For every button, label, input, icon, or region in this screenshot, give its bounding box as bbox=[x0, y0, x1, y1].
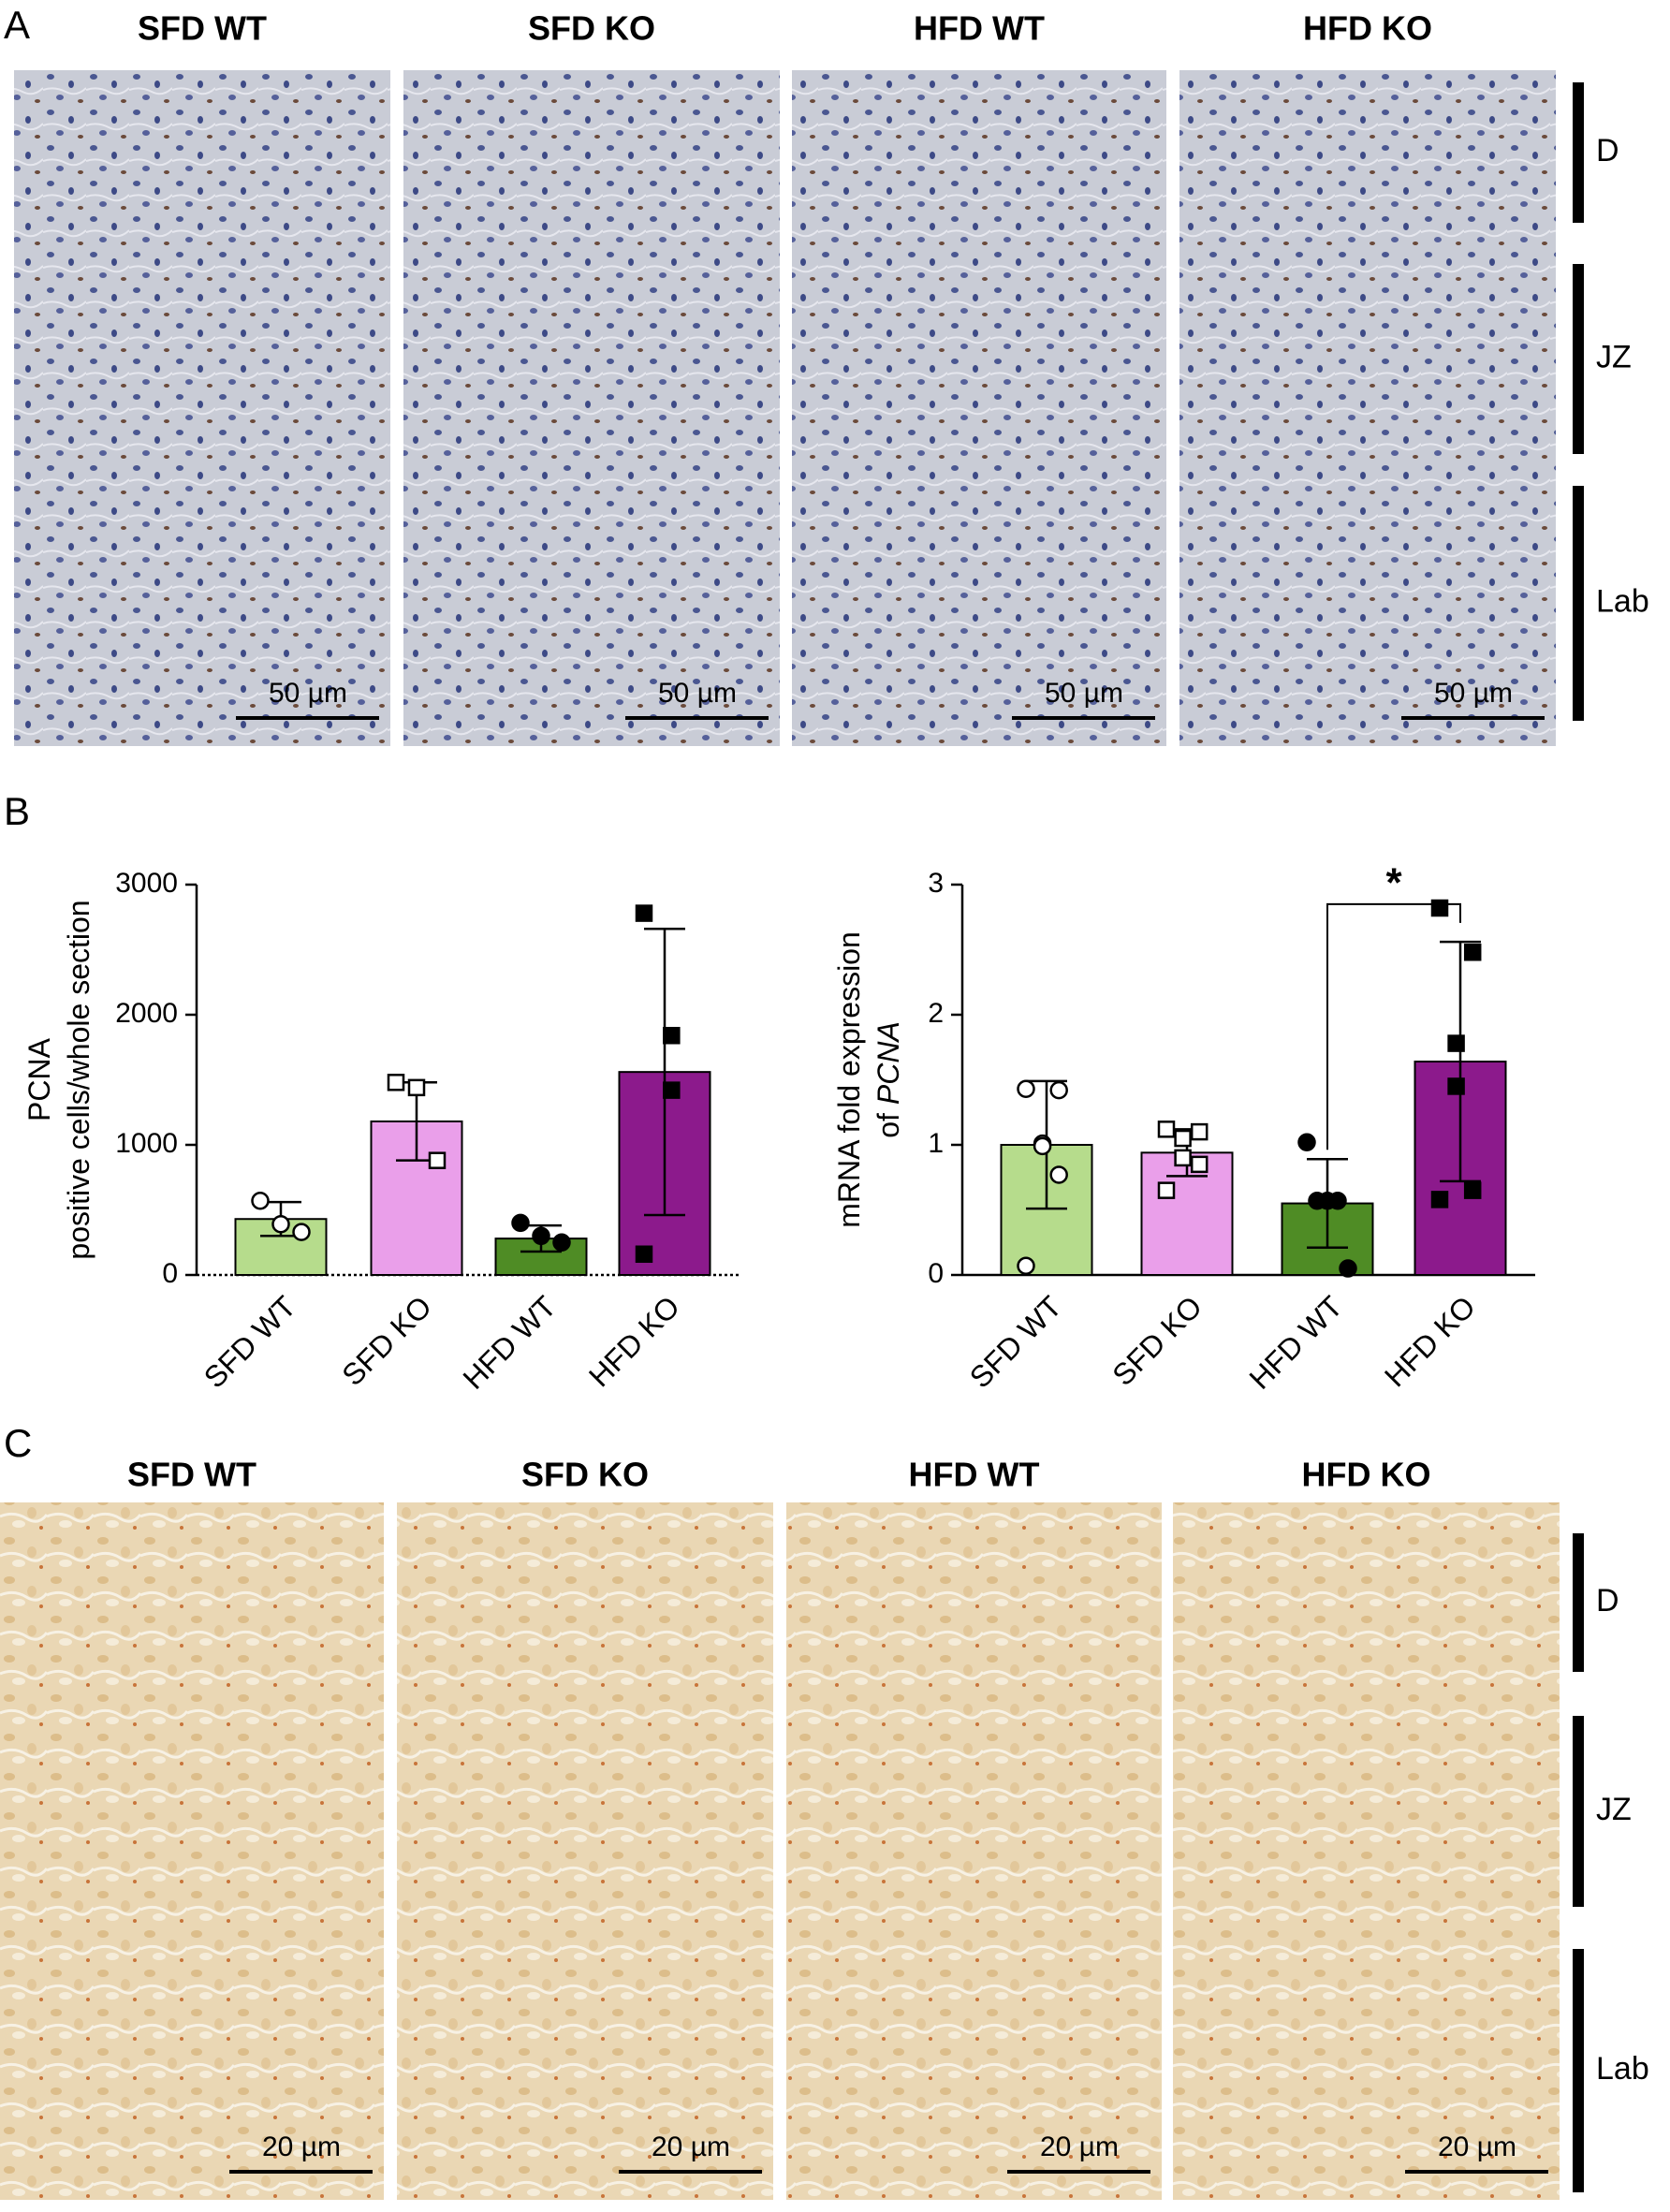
data-point bbox=[1190, 1122, 1209, 1141]
panel-title: SFD KO bbox=[521, 1456, 649, 1494]
micrograph bbox=[1173, 1502, 1560, 2200]
panel-title: SFD KO bbox=[528, 9, 655, 48]
data-point bbox=[1463, 944, 1482, 961]
x-tick-label: SFD WT bbox=[198, 1289, 302, 1394]
data-point bbox=[407, 1078, 426, 1097]
scale-bar-label: 50 µm bbox=[1434, 678, 1513, 709]
data-point bbox=[1463, 1181, 1482, 1199]
panel-title: HFD KO bbox=[1302, 1456, 1431, 1494]
panel-label: B bbox=[4, 789, 30, 833]
data-point bbox=[511, 1213, 530, 1233]
data-point bbox=[1447, 1034, 1465, 1052]
data-point bbox=[1017, 1256, 1035, 1276]
y-tick-label: 0 bbox=[162, 1258, 178, 1289]
data-point bbox=[1447, 1077, 1465, 1095]
y-tick-label: 2 bbox=[928, 998, 944, 1029]
data-point bbox=[292, 1223, 311, 1241]
scale-bar-label: 20 µm bbox=[1438, 2131, 1516, 2162]
y-axis-label-part: PCNA bbox=[22, 1037, 56, 1121]
x-tick-label: HFD WT bbox=[1243, 1289, 1349, 1395]
data-point bbox=[251, 1192, 270, 1210]
data-point bbox=[1308, 1192, 1326, 1210]
micrograph bbox=[397, 1502, 773, 2200]
data-point bbox=[1190, 1155, 1209, 1174]
y-axis-label-part: mRNA fold expression bbox=[832, 931, 866, 1228]
y-axis-label-part: of bbox=[872, 1113, 905, 1138]
zone-label: Lab bbox=[1596, 583, 1649, 619]
zone-label: D bbox=[1596, 133, 1619, 168]
x-tick-label: HFD KO bbox=[582, 1289, 686, 1393]
panel-title: SFD WT bbox=[127, 1456, 256, 1494]
panel-label: C bbox=[4, 1421, 32, 1465]
x-tick-label: HFD WT bbox=[457, 1289, 563, 1395]
data-point bbox=[387, 1074, 405, 1091]
x-tick-label: HFD KO bbox=[1378, 1289, 1482, 1393]
scale-bar-label: 20 µm bbox=[652, 2131, 730, 2162]
scale-bar-label: 20 µm bbox=[1040, 2131, 1119, 2162]
data-point bbox=[1297, 1133, 1316, 1151]
y-tick-label: 2000 bbox=[115, 998, 178, 1029]
data-point bbox=[1174, 1149, 1192, 1167]
y-tick-label: 3 bbox=[928, 868, 944, 899]
micrograph bbox=[14, 70, 390, 746]
data-point bbox=[532, 1226, 550, 1246]
x-tick-label: SFD KO bbox=[1106, 1289, 1209, 1392]
y-axis-label-italic: PCNA bbox=[872, 1021, 905, 1105]
y-axis-label: positive cells/whole section bbox=[62, 900, 95, 1259]
y-axis-label-part: positive cells/whole section bbox=[62, 900, 95, 1259]
data-point bbox=[1430, 899, 1449, 917]
data-point bbox=[663, 1026, 681, 1045]
scale-bar-label: 50 µm bbox=[658, 678, 737, 709]
micrograph bbox=[792, 70, 1166, 746]
micrograph bbox=[786, 1502, 1162, 2200]
x-tick-label: SFD KO bbox=[335, 1289, 438, 1392]
panel-title: HFD WT bbox=[909, 1456, 1040, 1494]
zone-label: Lab bbox=[1596, 2051, 1649, 2087]
y-tick-label: 0 bbox=[928, 1258, 944, 1289]
micrograph bbox=[0, 1502, 384, 2200]
zone-label: D bbox=[1596, 1583, 1619, 1619]
panel-title: HFD WT bbox=[914, 9, 1045, 48]
data-point bbox=[271, 1215, 290, 1234]
y-axis-label: of PCNA bbox=[872, 1021, 905, 1138]
zone-label: JZ bbox=[1596, 1792, 1632, 1827]
data-point bbox=[552, 1233, 571, 1252]
y-axis-label: PCNA bbox=[22, 1037, 56, 1121]
x-tick-label: SFD WT bbox=[963, 1289, 1068, 1394]
data-point bbox=[635, 1245, 653, 1264]
zone-label: JZ bbox=[1596, 339, 1632, 374]
data-point bbox=[1157, 1121, 1176, 1138]
panel-label: A bbox=[4, 3, 30, 47]
data-point bbox=[1033, 1136, 1052, 1156]
data-point bbox=[1017, 1079, 1035, 1098]
panel-title: SFD WT bbox=[138, 9, 267, 48]
micrograph bbox=[1179, 70, 1556, 746]
data-point bbox=[635, 904, 653, 922]
y-tick-label: 1 bbox=[928, 1128, 944, 1159]
y-axis-label: mRNA fold expression bbox=[832, 931, 866, 1228]
y-tick-label: 3000 bbox=[115, 868, 178, 899]
significance-bracket bbox=[1326, 902, 1461, 1150]
data-point bbox=[1049, 1165, 1068, 1184]
panel-title: HFD KO bbox=[1303, 9, 1432, 48]
data-point bbox=[1430, 1191, 1449, 1209]
micrograph bbox=[403, 70, 780, 746]
data-point bbox=[663, 1081, 681, 1099]
data-point bbox=[1174, 1129, 1192, 1148]
data-point bbox=[428, 1151, 447, 1169]
data-point bbox=[1157, 1181, 1176, 1199]
scale-bar-label: 50 µm bbox=[1045, 678, 1123, 709]
y-tick-label: 1000 bbox=[115, 1128, 178, 1159]
scale-bar-label: 20 µm bbox=[262, 2131, 341, 2162]
significance-label: * bbox=[1385, 859, 1402, 905]
data-point bbox=[1049, 1080, 1068, 1100]
scale-bar-label: 50 µm bbox=[269, 678, 347, 709]
data-point bbox=[1339, 1259, 1357, 1278]
